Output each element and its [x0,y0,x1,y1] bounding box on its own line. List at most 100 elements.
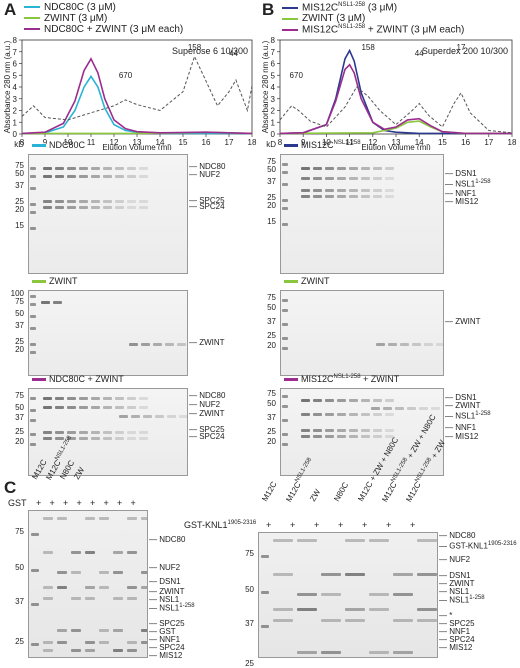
marker-band [30,419,36,422]
protein-band [177,343,186,346]
protein-band [417,573,437,576]
protein-band [361,413,370,416]
x-tick-label: 11 [87,138,96,147]
marker-kd: 50 [15,169,24,178]
protein-band [57,641,67,644]
protein-band [153,343,162,346]
protein-band [115,175,124,178]
protein-band [71,551,81,554]
lane-header: N80C [332,480,351,503]
protein-band [369,539,389,542]
protein-band [91,406,100,409]
marker-kd: 20 [15,345,24,354]
chromatogram-b: 8 9 10 11 12 13 14 15 16 17 18012345678Absorbance … [261,36,517,150]
protein-band [345,539,365,542]
protein-band [383,407,392,410]
protein-band [99,641,109,644]
marker-band [30,167,36,170]
x-tick-label: 10 [64,138,73,147]
row-label: GST-KNL11905-2316 [184,520,257,530]
legend-a-item-1: NDC80C (3 μM) [24,2,183,13]
protein-band [43,551,53,554]
marker-band [282,207,288,210]
y-tick-label: 3 [271,95,276,104]
protein-band [85,649,95,652]
gel-image [280,388,444,476]
legend-b-item-1: MIS12CNSL1-258 (3 μM) [282,2,464,13]
marker-kd: 50 [15,403,24,412]
marker-band [282,163,288,166]
marker-kd: 50 [267,399,276,408]
protein-band [349,189,358,192]
marker-kd: 75 [15,527,24,536]
protein-band [297,539,317,542]
marker-kd: 37 [15,321,24,330]
protein-band [85,586,95,589]
protein-band [361,399,370,402]
protein-band [431,407,440,410]
protein-band [273,619,293,622]
lane-header: ZW [308,487,323,503]
band-label: — NDC80 [439,531,476,540]
marker-band [282,309,288,312]
protein-band [417,539,437,542]
protein-band [373,189,382,192]
marker-band [282,405,288,408]
protein-band [43,206,52,209]
marker-band [282,223,288,226]
gel-title: MIS12CNSL1-258 + ZWINT [284,374,399,384]
row-label: GST [8,498,27,508]
protein-band [115,406,124,409]
band-label: — NUF2 [189,170,221,179]
protein-band [337,429,346,432]
protein-band [301,177,310,180]
band-label: — NUF2 [439,555,471,564]
protein-band [43,517,53,520]
x-tick-label: 12 [368,138,377,147]
marker-band [30,203,36,206]
protein-band [127,175,136,178]
protein-band [167,415,176,418]
marker-kd: 37 [267,177,276,186]
band-label: — NDC80 [189,391,226,400]
x-tick-label: 17 [484,138,493,147]
protein-band [43,597,53,600]
band-label: — MIS12 [445,197,479,206]
protein-band [385,189,394,192]
x-tick-label: 14 [156,138,165,147]
marker-kd: 37 [15,413,24,422]
band-label: — SPC25 [189,425,225,434]
protein-band [57,517,67,520]
protein-band [71,597,81,600]
marker-kd: 37 [15,597,24,606]
protein-band [337,167,346,170]
band-label: — SPC25 [439,619,475,628]
protein-band [141,517,147,520]
y-axis-label: Absorbance 280 nm (a.u.) [261,40,270,133]
protein-band [417,619,437,622]
plus-sign: + [362,520,368,530]
marker-kd: 50 [15,563,24,572]
protein-band [131,415,140,418]
lane-color-bar [32,144,46,148]
plus-sign: + [130,498,136,508]
protein-band [103,406,112,409]
marker-kd: 25 [15,637,24,646]
marker-kd: 100 [10,289,24,298]
standard-label: 670 [119,71,133,80]
band-label: — NSL11-258 [445,179,491,189]
gel-image [28,154,188,274]
plus-sign: + [36,498,42,508]
marker-kd: 15 [15,221,24,230]
marker-band [30,295,36,298]
protein-band [115,167,124,170]
protein-band [129,343,138,346]
protein-band [349,177,358,180]
protein-band [301,195,310,198]
protein-band [91,167,100,170]
protein-band [376,343,385,346]
protein-band [301,167,310,170]
protein-band [43,406,52,409]
lane-color-bar [32,378,46,382]
protein-band [139,167,148,170]
